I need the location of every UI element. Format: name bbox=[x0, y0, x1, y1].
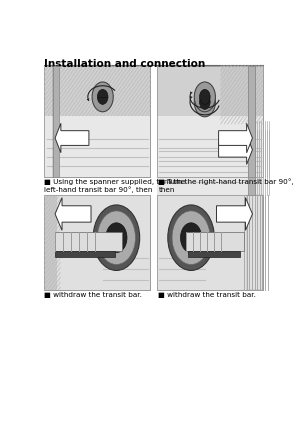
Circle shape bbox=[181, 223, 202, 252]
Bar bbox=[157, 124, 263, 195]
Bar bbox=[44, 195, 57, 290]
Text: ■ Using the spanner supplied, turn the
left-hand transit bar 90°, then: ■ Using the spanner supplied, turn the l… bbox=[44, 178, 186, 193]
Circle shape bbox=[194, 82, 215, 112]
Circle shape bbox=[106, 223, 127, 252]
Bar bbox=[157, 195, 263, 290]
Polygon shape bbox=[55, 198, 91, 230]
Circle shape bbox=[168, 205, 214, 270]
Bar bbox=[186, 232, 244, 251]
Polygon shape bbox=[55, 123, 89, 153]
Polygon shape bbox=[217, 198, 252, 230]
Circle shape bbox=[93, 205, 140, 270]
Bar bbox=[248, 66, 255, 195]
Circle shape bbox=[194, 87, 215, 117]
Text: ■ Turn the right-hand transit bar 90°,
then: ■ Turn the right-hand transit bar 90°, t… bbox=[158, 178, 294, 193]
Bar bbox=[44, 195, 150, 290]
Bar bbox=[188, 251, 240, 257]
Bar bbox=[157, 66, 263, 116]
Bar bbox=[157, 66, 263, 177]
Bar bbox=[157, 195, 263, 290]
Circle shape bbox=[200, 94, 210, 109]
Bar bbox=[44, 195, 150, 290]
Bar bbox=[55, 232, 122, 251]
Bar bbox=[44, 116, 150, 177]
Circle shape bbox=[98, 211, 136, 264]
Bar bbox=[44, 195, 150, 290]
Text: Installation and connection: Installation and connection bbox=[44, 59, 206, 69]
Polygon shape bbox=[219, 123, 252, 153]
Bar bbox=[157, 66, 263, 177]
Circle shape bbox=[92, 82, 113, 112]
Bar bbox=[157, 195, 263, 290]
Circle shape bbox=[172, 211, 210, 264]
Bar bbox=[247, 195, 263, 290]
Bar bbox=[44, 66, 150, 116]
Bar bbox=[157, 66, 263, 124]
Text: ■ withdraw the transit bar.: ■ withdraw the transit bar. bbox=[158, 292, 256, 297]
Circle shape bbox=[98, 89, 108, 104]
Circle shape bbox=[200, 89, 210, 104]
Bar bbox=[248, 66, 255, 177]
Bar bbox=[157, 116, 263, 177]
Polygon shape bbox=[219, 135, 252, 164]
Bar bbox=[53, 66, 59, 177]
Text: ■ withdraw the transit bar.: ■ withdraw the transit bar. bbox=[44, 292, 142, 297]
Bar bbox=[44, 66, 150, 177]
Bar bbox=[44, 66, 150, 177]
Bar bbox=[55, 251, 115, 257]
